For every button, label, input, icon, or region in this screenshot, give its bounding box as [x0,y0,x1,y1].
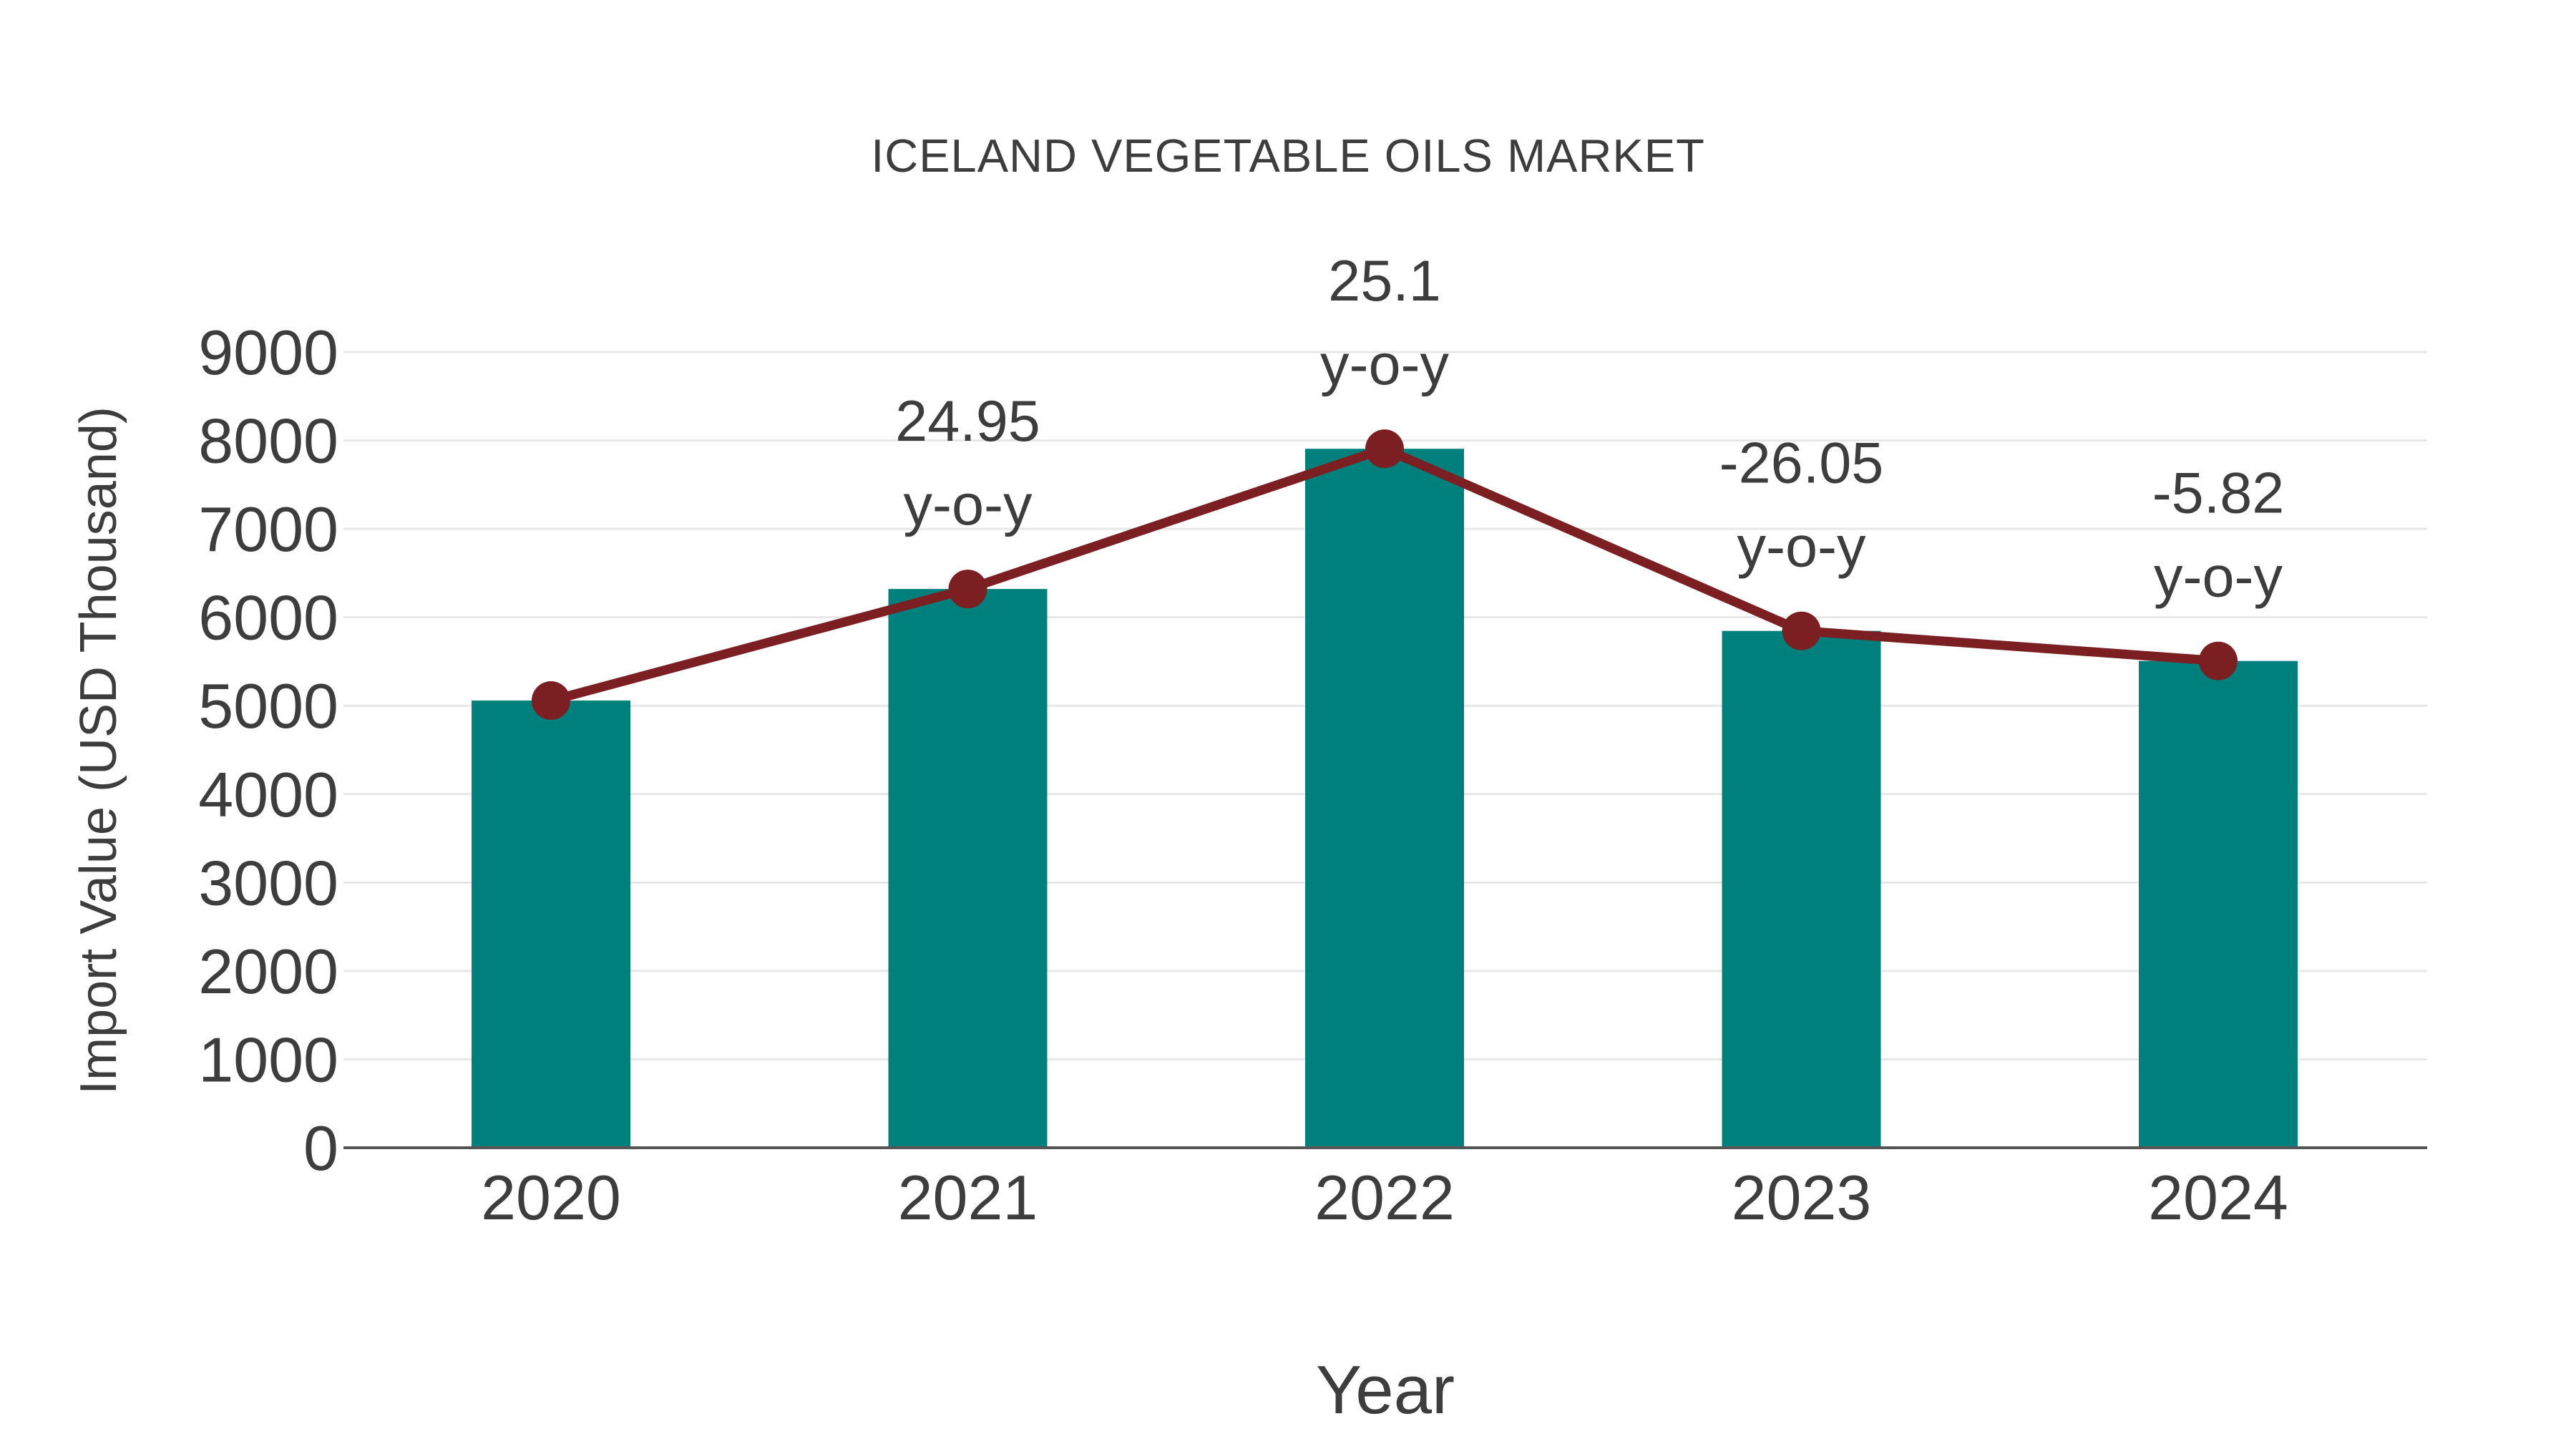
bar-2022 [1305,449,1464,1148]
y-tick-label-2000: 2000 [198,936,338,1007]
x-tick-label-2021: 2021 [898,1162,1038,1233]
yoy-marker-2020 [532,681,570,721]
x-tick-label-2024: 2024 [2148,1162,2288,1233]
y-axis-title: Import Value (USD Thousand) [70,406,127,1095]
y-tick-label-8000: 8000 [198,406,338,477]
x-axis-title: Year [1316,1352,1455,1428]
y-tick-label-6000: 6000 [198,582,338,653]
point-labels: 24.95 y-o-y 25.1 y-o-y -26.05 y-o-y -5.82 y-o-y [895,249,2284,610]
yoy-marker-2024 [2199,641,2238,680]
yoy-value-label-2022: 25.1 [1328,249,1441,313]
yoy-suffix-label-2024: y-o-y [2154,545,2283,610]
yoy-marker-2022 [1365,429,1404,469]
x-tick-labels: 2020 2021 2022 2023 2024 [481,1162,2288,1233]
yoy-suffix-label-2022: y-o-y [1320,333,1449,397]
y-tick-label-9000: 9000 [198,317,338,388]
x-tick-label-2022: 2022 [1314,1162,1455,1233]
chart-title: ICELAND VEGETABLE OILS MARKET [871,130,1705,182]
y-tick-label-7000: 7000 [198,494,338,565]
y-tick-label-0: 0 [303,1113,338,1184]
yoy-marker-2021 [948,570,987,609]
bar-2024 [2139,660,2298,1148]
y-tick-labels: 0 1000 2000 3000 4000 5000 6000 7000 8000 9000 [198,317,338,1184]
bar-series [472,449,2298,1148]
yoy-line-series [532,429,2238,721]
bar-2021 [888,589,1048,1148]
x-tick-label-2020: 2020 [481,1162,621,1233]
yoy-value-label-2024: -5.82 [2152,462,2285,526]
y-tick-label-1000: 1000 [198,1024,338,1095]
bar-2023 [1722,630,1881,1148]
bar-2020 [472,701,630,1148]
yoy-value-label-2023: -26.05 [1719,431,1884,496]
y-tick-label-5000: 5000 [198,670,338,741]
yoy-suffix-label-2023: y-o-y [1737,515,1866,580]
yoy-marker-2023 [1782,611,1821,650]
y-tick-label-4000: 4000 [198,759,338,830]
yoy-value-label-2021: 24.95 [895,389,1040,454]
y-tick-label-3000: 3000 [198,847,338,918]
x-tick-label-2023: 2023 [1732,1162,1872,1233]
yoy-suffix-label-2021: y-o-y [904,473,1033,537]
